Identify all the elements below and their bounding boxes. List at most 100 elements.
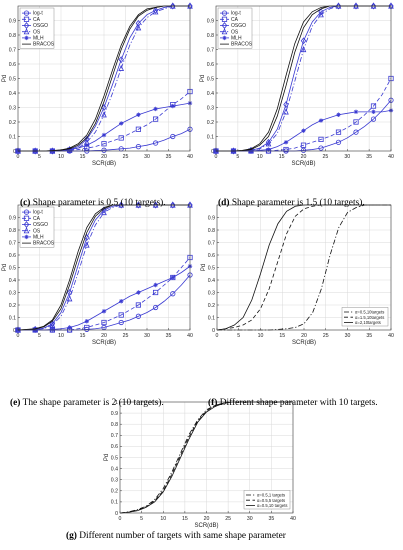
data-point — [152, 201, 159, 209]
y-axis-label: Pd — [2, 264, 8, 271]
data-point — [101, 141, 107, 147]
y-tick-label: 0.8 — [111, 422, 118, 428]
y-tick-label: 0.7 — [9, 240, 16, 246]
legend-marker — [221, 16, 228, 22]
data-point — [118, 56, 124, 64]
y-tick-label: 0.8 — [9, 33, 16, 39]
series-line-OS — [18, 5, 190, 152]
legend-marker — [23, 227, 30, 234]
y-axis-label: Pd — [2, 75, 8, 82]
legend-label: OSGO — [231, 23, 246, 29]
y-tick-label: 0.9 — [111, 411, 118, 417]
data-point — [170, 133, 176, 140]
y-tick-label: 0.5 — [208, 265, 215, 271]
x-axis-label: SCR(dB) — [92, 161, 116, 167]
y-tick-label: 0 — [115, 511, 118, 517]
x-tick-label: 30 — [144, 154, 150, 160]
legend-label: α=1.5,10targets — [355, 315, 384, 320]
y-tick-label: 0.2 — [111, 489, 118, 495]
x-tick-label: 5 — [140, 516, 143, 522]
caption-g-text: Different number of targets with same sh… — [79, 531, 286, 541]
x-tick-label: 20 — [204, 516, 210, 522]
y-axis-label: Pd — [201, 264, 207, 271]
x-tick-label: 5 — [236, 154, 239, 160]
data-point — [283, 146, 289, 153]
series-line-α=0.5,10targets — [217, 204, 391, 331]
data-point — [170, 2, 176, 10]
data-point — [135, 126, 141, 132]
caption-e: (e) The shape parameter is 2 (10 targets… — [10, 398, 164, 408]
data-point — [50, 327, 55, 332]
data-point — [119, 121, 124, 126]
legend: α=0.5,10targetsα=1.5,10targetsα=2,10targ… — [341, 307, 389, 327]
x-tick-label: 20 — [101, 154, 107, 160]
data-point — [136, 112, 141, 117]
data-point — [300, 147, 307, 153]
x-tick-label: 10 — [58, 154, 64, 160]
x-tick-label: 5 — [237, 333, 240, 339]
y-tick-label: 0.5 — [9, 76, 16, 82]
x-tick-label: 15 — [80, 333, 86, 339]
x-axis-label: SCR(dB) — [92, 340, 116, 346]
x-tick-label: 5 — [38, 333, 41, 339]
legend-label: CA — [33, 17, 41, 23]
x-tick-label: 40 — [290, 516, 296, 522]
legend-marker — [222, 35, 227, 41]
caption-c-text: Shape parameter is 0.5 (10 targets). — [32, 198, 166, 208]
y-tick-label: 0.9 — [9, 215, 16, 221]
legend-box — [217, 7, 253, 49]
legend-label: CA — [33, 216, 41, 222]
data-point — [318, 11, 324, 18]
data-point — [335, 2, 342, 10]
y-tick-label: 0.2 — [208, 303, 215, 309]
data-point — [370, 116, 377, 122]
data-point — [152, 116, 159, 122]
x-tick-label: 10 — [257, 154, 263, 160]
legend-label: MLH — [33, 36, 44, 42]
data-point — [118, 201, 124, 209]
x-tick-label: 15 — [279, 154, 285, 160]
x-tick-label: 30 — [345, 333, 351, 339]
data-point — [170, 201, 176, 209]
y-tick-label: 0.2 — [207, 120, 214, 126]
data-point — [67, 325, 72, 330]
x-tick-label: 35 — [366, 333, 372, 339]
legend-marker — [23, 10, 30, 16]
caption-e-letter: (e) — [10, 398, 21, 408]
y-tick-label: 0 — [13, 149, 16, 155]
data-point — [300, 37, 307, 45]
x-tick-label: 0 — [215, 154, 218, 160]
y-tick-label: 0.7 — [207, 47, 214, 53]
x-tick-label: 0 — [119, 516, 122, 522]
legend-box — [19, 206, 55, 248]
y-axis-label: Pd — [200, 75, 206, 82]
legend-box — [19, 7, 55, 49]
x-tick-label: 20 — [101, 333, 107, 339]
x-tick-label: 10 — [258, 333, 264, 339]
legend-label: BRACOS — [231, 42, 253, 48]
data-point — [353, 129, 359, 135]
caption-c-letter: (c) — [20, 198, 31, 208]
x-tick-label: 35 — [166, 154, 172, 160]
y-tick-label: 0.1 — [208, 315, 215, 321]
x-tick-label: 10 — [160, 516, 166, 522]
legend-marker — [23, 16, 30, 22]
x-tick-label: 20 — [301, 333, 307, 339]
plot-frame — [17, 5, 191, 152]
data-point — [84, 143, 89, 148]
x-tick-label: 40 — [388, 333, 394, 339]
y-tick-label: 0.9 — [207, 18, 214, 24]
caption-f-text: Different shape parameter with 10 target… — [219, 398, 378, 408]
legend-label: MLH — [231, 36, 242, 42]
data-point — [118, 135, 124, 141]
x-tick-label: 25 — [323, 333, 329, 339]
legend-marker — [23, 209, 30, 215]
data-point — [170, 291, 176, 297]
data-point — [153, 282, 158, 288]
legend-label: log-t — [33, 210, 43, 216]
plot-frame — [216, 204, 392, 331]
data-point — [118, 312, 124, 318]
data-point — [83, 241, 90, 248]
y-tick-label: 0.5 — [111, 455, 118, 461]
caption-d-text: Shape parameter is 1.5 (10 targets). — [231, 198, 365, 208]
